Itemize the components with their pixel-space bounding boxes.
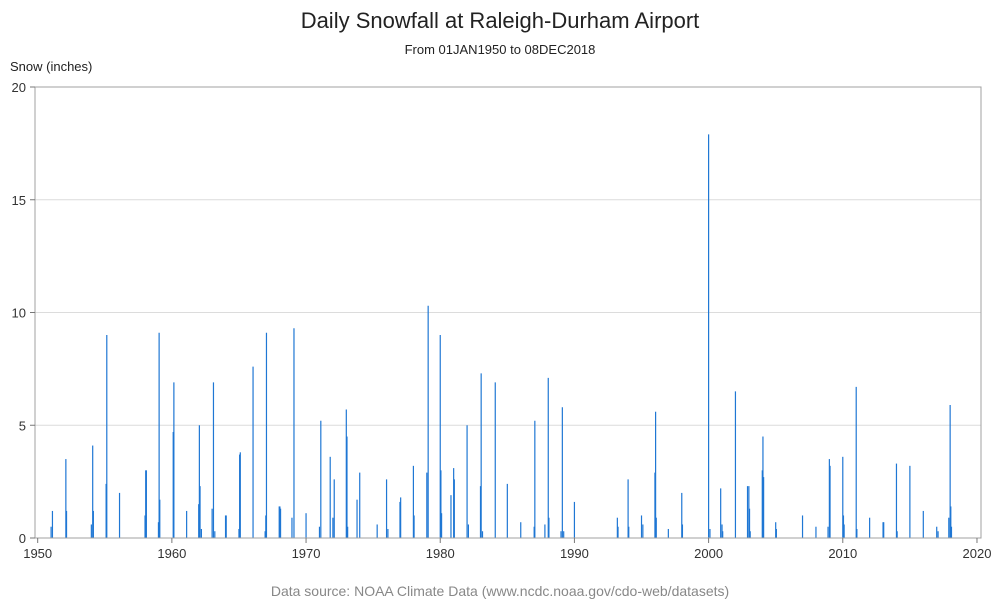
x-tick-label: 1950	[23, 546, 52, 561]
x-tick-label: 1980	[426, 546, 455, 561]
y-tick-label: 5	[19, 418, 26, 433]
x-tick-label: 2000	[694, 546, 723, 561]
y-tick-label: 20	[12, 80, 26, 95]
axis-ticks: 0 5 10 15 20 1950 1960 1970 1980 1990 2000 2010 2020	[12, 80, 992, 561]
y-tick-label: 10	[12, 306, 26, 321]
chart-subtitle: From 01JAN1950 to 08DEC2018	[404, 42, 596, 57]
bar-series	[50, 134, 953, 538]
chart-title: Daily Snowfall at Raleigh-Durham Airport	[300, 8, 700, 33]
x-tick-label: 2020	[963, 546, 992, 561]
y-tick-label: 0	[19, 531, 26, 546]
x-tick-label: 1960	[157, 546, 186, 561]
data-source-note: Data source: NOAA Climate Data (www.ncdc…	[270, 583, 730, 599]
y-axis-label: Snow (inches)	[10, 59, 93, 74]
x-tick-label: 1990	[560, 546, 589, 561]
y-tick-label: 15	[12, 193, 26, 208]
x-tick-label: 1970	[292, 546, 321, 561]
x-tick-label: 2010	[828, 546, 857, 561]
gridlines	[35, 199, 981, 426]
